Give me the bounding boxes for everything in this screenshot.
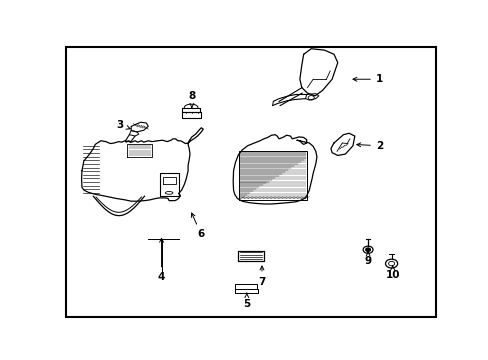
Text: 8: 8	[188, 91, 195, 107]
Text: 4: 4	[158, 238, 165, 283]
Text: 6: 6	[191, 213, 204, 239]
Text: 3: 3	[116, 120, 130, 130]
Text: 7: 7	[258, 266, 265, 287]
Text: 9: 9	[364, 252, 371, 266]
Circle shape	[365, 248, 369, 251]
Text: 1: 1	[352, 74, 382, 84]
Text: 2: 2	[356, 141, 382, 151]
Text: 10: 10	[385, 266, 399, 280]
Text: 5: 5	[243, 293, 250, 309]
